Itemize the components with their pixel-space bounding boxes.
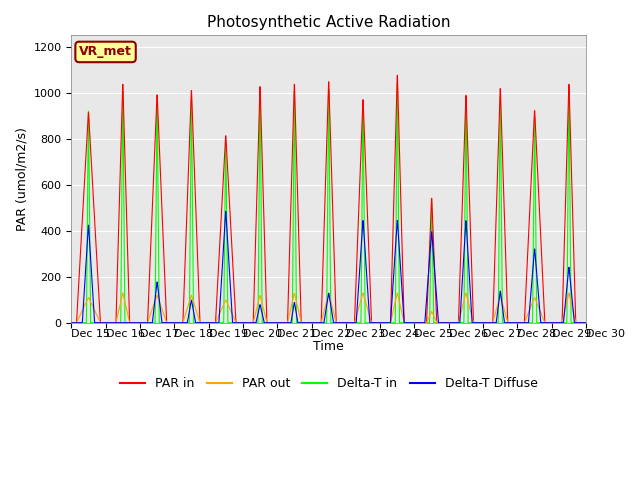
- PAR in: [516, 320, 524, 325]
- Delta-T in: [68, 320, 76, 325]
- PAR in: [572, 320, 580, 325]
- Delta-T Diffuse: [582, 320, 590, 325]
- Delta-T in: [126, 320, 134, 325]
- PAR out: [516, 320, 524, 325]
- PAR out: [157, 302, 164, 308]
- PAR out: [126, 320, 134, 325]
- PAR in: [287, 197, 295, 203]
- Delta-T in: [265, 320, 273, 325]
- Line: Delta-T Diffuse: Delta-T Diffuse: [72, 212, 586, 323]
- Delta-T Diffuse: [68, 320, 76, 325]
- PAR out: [287, 305, 295, 311]
- Delta-T Diffuse: [222, 209, 230, 215]
- PAR in: [394, 72, 401, 78]
- PAR out: [582, 320, 590, 325]
- Title: Photosynthetic Active Radiation: Photosynthetic Active Radiation: [207, 15, 451, 30]
- Line: Delta-T in: Delta-T in: [72, 83, 586, 323]
- Delta-T in: [157, 320, 164, 325]
- Delta-T Diffuse: [126, 320, 134, 325]
- PAR out: [68, 320, 76, 325]
- Delta-T Diffuse: [265, 320, 273, 325]
- PAR out: [359, 290, 367, 296]
- Text: VR_met: VR_met: [79, 46, 132, 59]
- Delta-T Diffuse: [572, 320, 580, 325]
- Delta-T in: [572, 320, 580, 325]
- Delta-T in: [287, 320, 295, 325]
- Line: PAR in: PAR in: [72, 75, 586, 323]
- Y-axis label: PAR (umol/m2/s): PAR (umol/m2/s): [15, 127, 28, 231]
- PAR in: [582, 320, 590, 325]
- Delta-T in: [516, 320, 524, 325]
- X-axis label: Time: Time: [314, 340, 344, 353]
- Delta-T Diffuse: [157, 309, 164, 315]
- PAR in: [157, 175, 164, 180]
- Delta-T in: [582, 320, 590, 325]
- Line: PAR out: PAR out: [72, 293, 586, 323]
- PAR out: [572, 320, 580, 325]
- Legend: PAR in, PAR out, Delta-T in, Delta-T Diffuse: PAR in, PAR out, Delta-T in, Delta-T Dif…: [115, 372, 543, 395]
- PAR out: [265, 320, 273, 325]
- PAR in: [265, 320, 273, 325]
- PAR in: [126, 320, 134, 325]
- Delta-T Diffuse: [516, 320, 524, 325]
- PAR in: [68, 320, 76, 325]
- Delta-T in: [394, 80, 401, 85]
- Delta-T Diffuse: [287, 318, 295, 324]
